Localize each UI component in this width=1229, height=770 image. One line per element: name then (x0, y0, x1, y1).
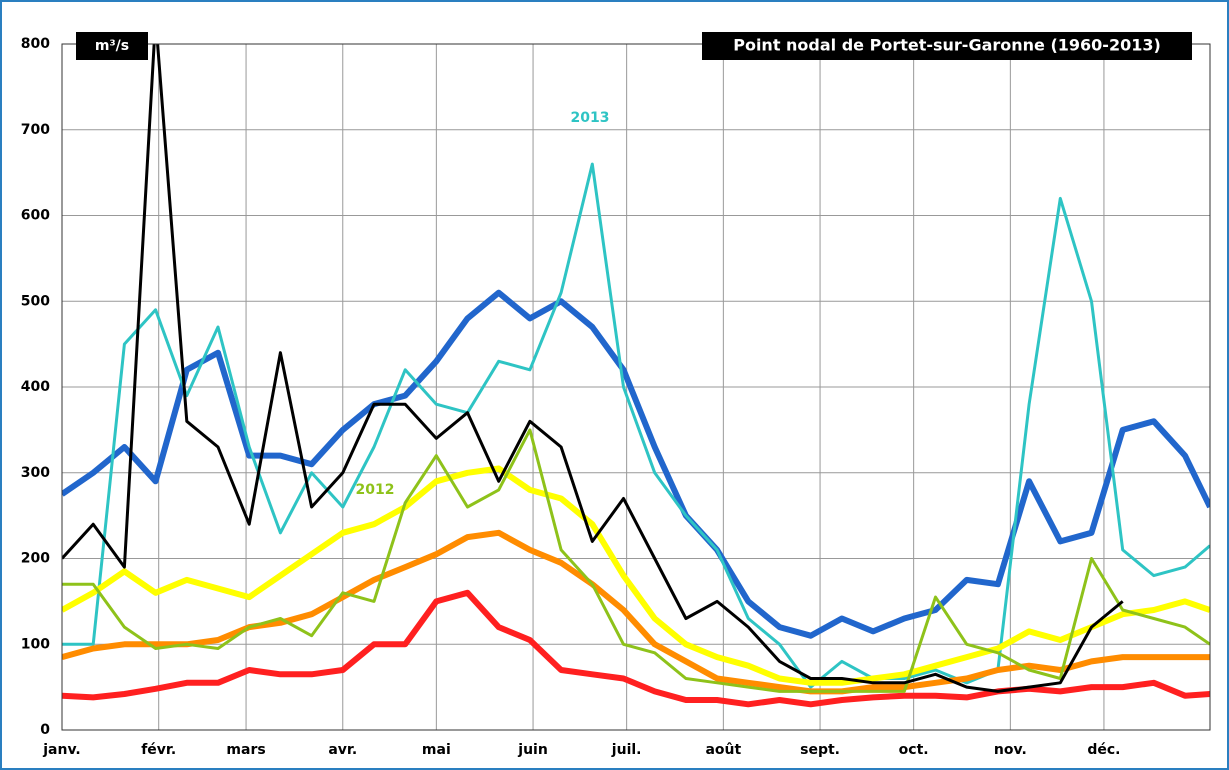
series-line (62, 289, 1210, 639)
title-box (702, 32, 1192, 60)
y-tick-label: 0 (40, 722, 50, 738)
x-tick-label: mai (422, 742, 451, 758)
x-tick-label: juil. (611, 742, 642, 758)
y-label: m³/s (95, 38, 129, 54)
y-tick-label: 100 (21, 636, 50, 652)
x-tick-label: oct. (899, 742, 929, 758)
series-line (62, 428, 1210, 693)
annotation: 2012 (356, 482, 395, 498)
annotation: 2013 (571, 110, 610, 126)
unit-box (76, 32, 148, 60)
x-tick-label: juin (517, 742, 548, 758)
y-tick-label: 300 (21, 465, 50, 481)
x-tick-label: févr. (141, 742, 176, 758)
x-tick-label: janv. (42, 742, 81, 758)
series-line (62, 465, 1210, 686)
y-tick-label: 700 (21, 122, 50, 138)
x-tick-label: mars (226, 742, 265, 758)
series-line (62, 162, 1210, 689)
chart-title: Point nodal de Portet-sur-Garonne (1960-… (733, 36, 1161, 55)
plot-border (61, 43, 1211, 731)
x-tick-label: sept. (800, 742, 840, 758)
x-tick-label: nov. (994, 742, 1027, 758)
y-tick-label: 500 (21, 293, 50, 309)
x-tick-label: avr. (328, 742, 357, 758)
y-tick-label: 400 (21, 379, 50, 395)
x-tick-label: août (705, 742, 741, 758)
y-tick-label: 800 (21, 36, 50, 52)
y-tick-label: 200 (21, 551, 50, 567)
x-tick-label: déc. (1087, 742, 1120, 758)
series-line (62, 44, 1124, 693)
y-tick-label: 600 (21, 208, 50, 224)
